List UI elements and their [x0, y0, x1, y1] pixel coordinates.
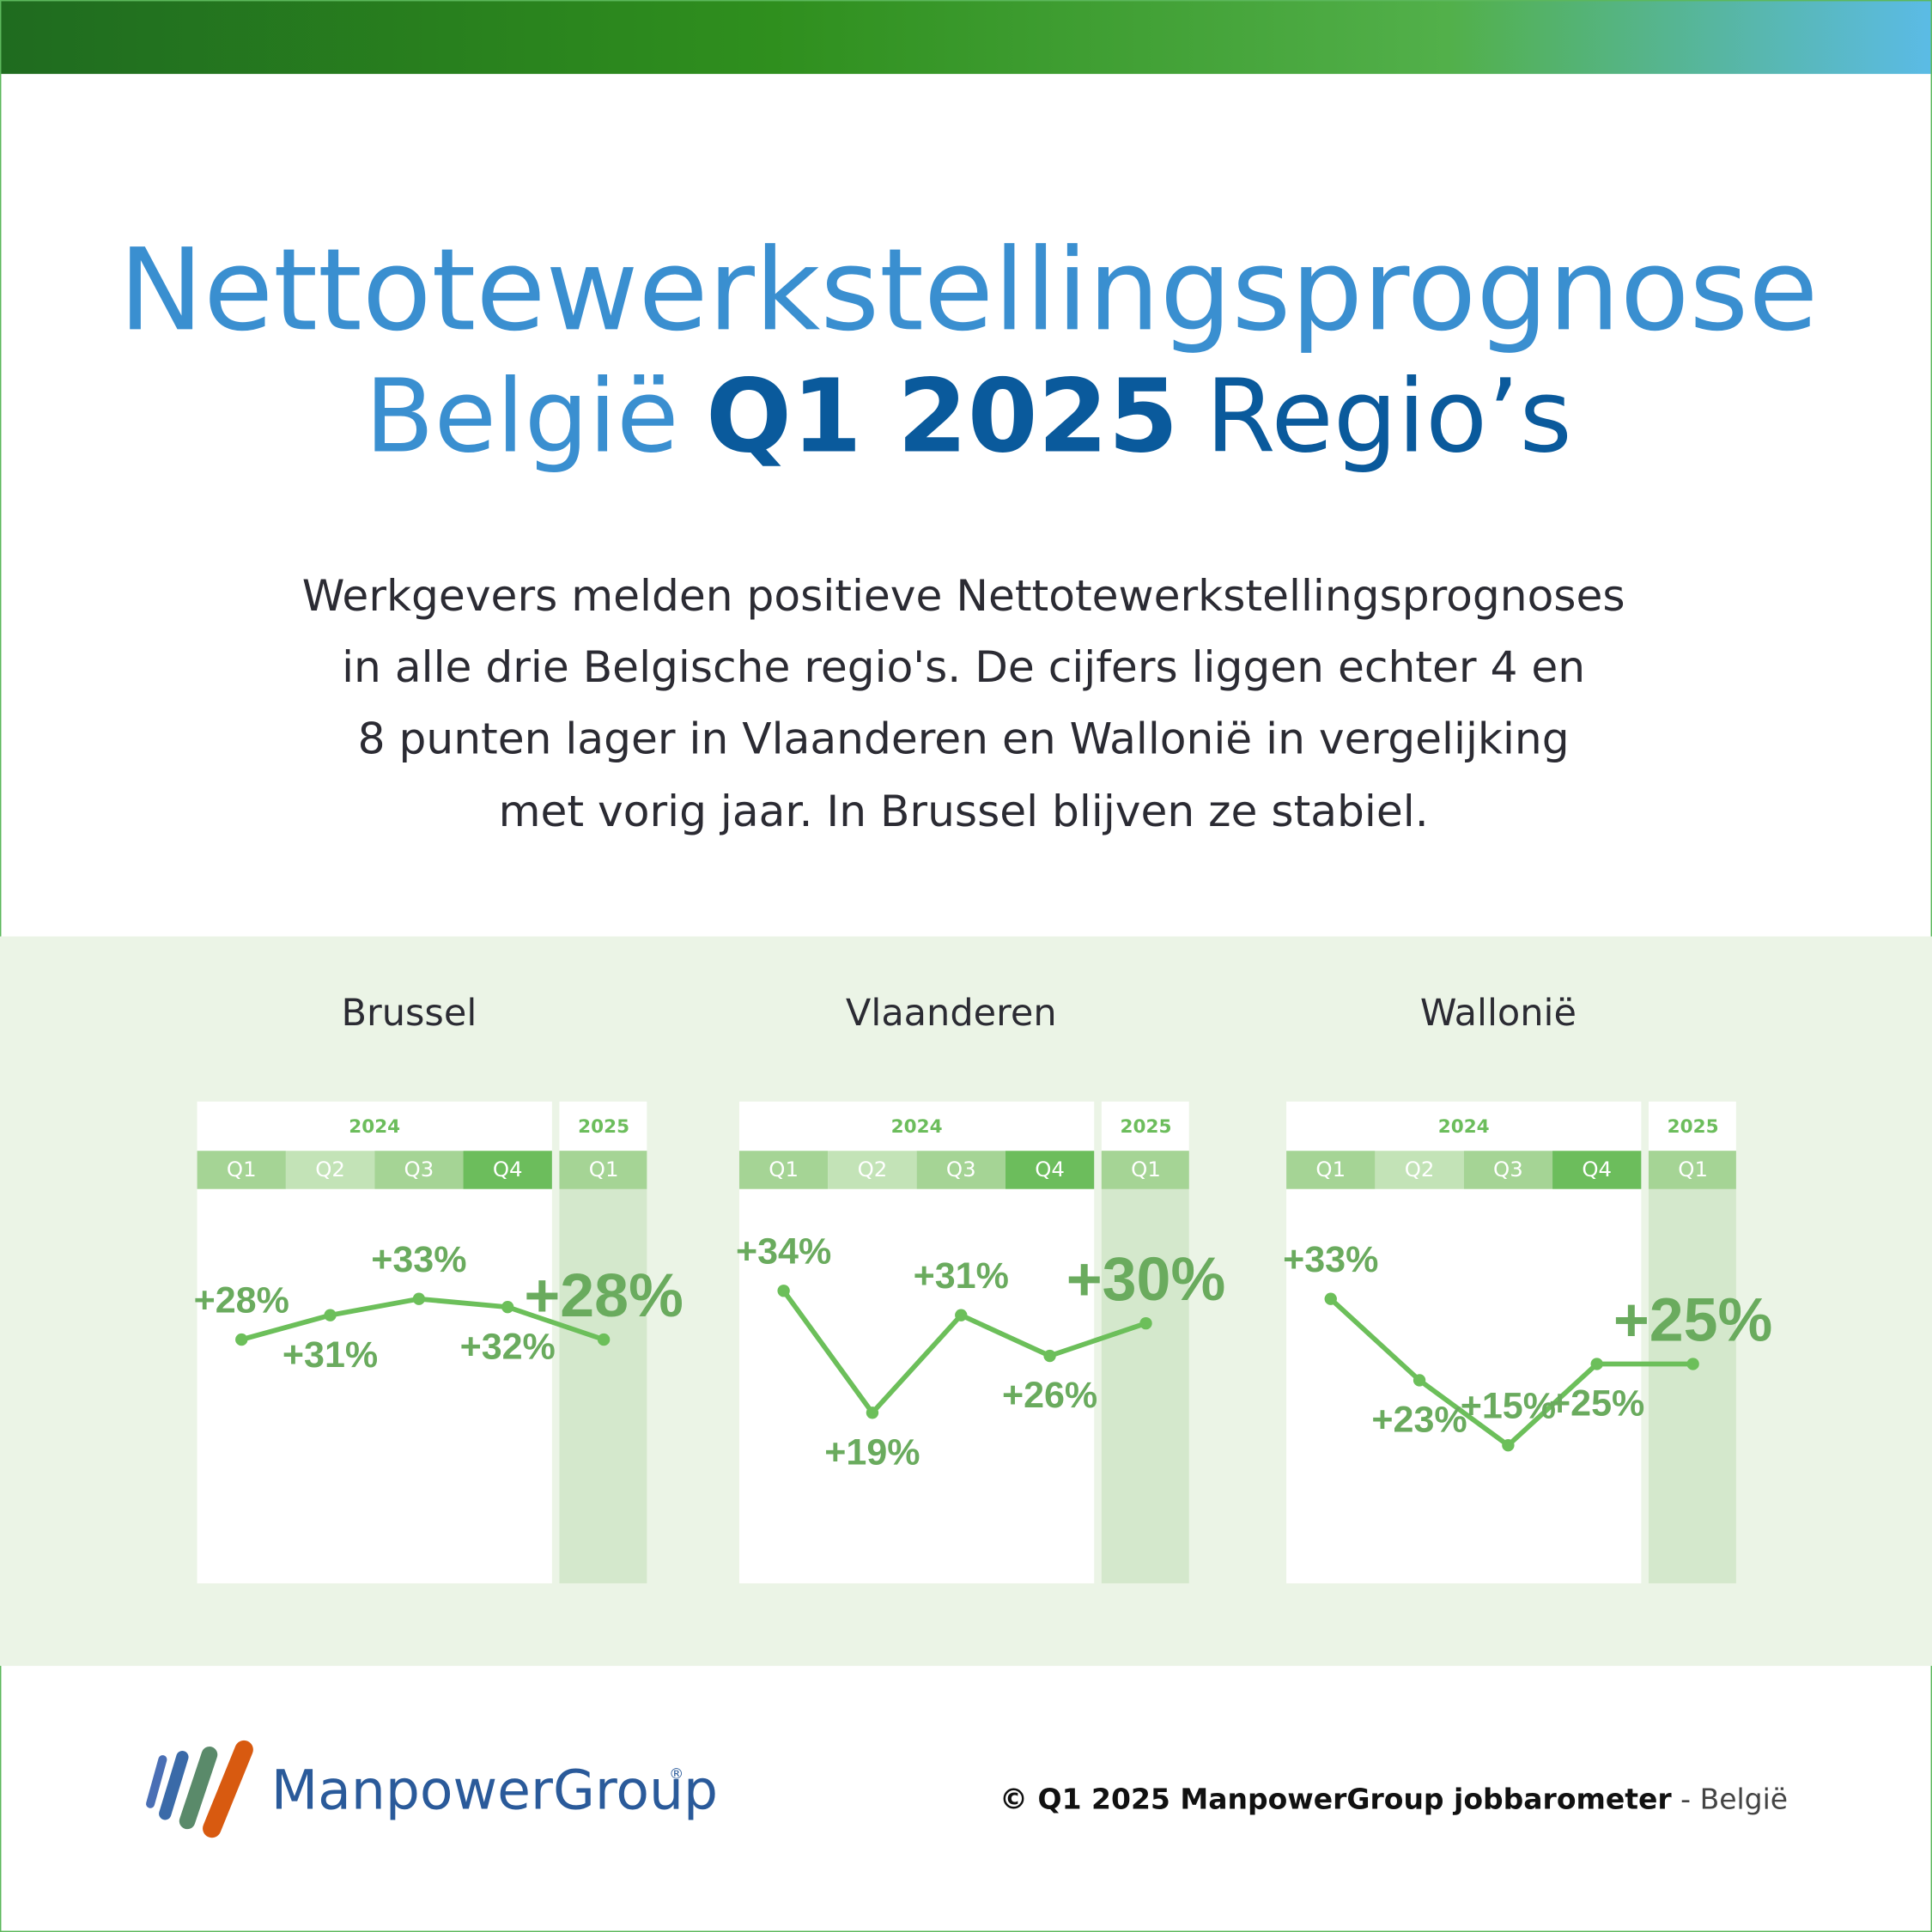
data-label: +15%	[1461, 1386, 1556, 1427]
point	[777, 1285, 790, 1297]
top-band	[0, 0, 1932, 75]
description-line: Werkgevers melden positieve Nettotewerks…	[302, 570, 1625, 621]
point	[1502, 1439, 1515, 1452]
quarter-cell	[1101, 1151, 1189, 1189]
point	[866, 1406, 879, 1419]
point	[501, 1301, 514, 1314]
point	[597, 1333, 611, 1346]
quarter-cell	[463, 1151, 552, 1189]
x-tick-label: Q1	[1131, 1157, 1161, 1182]
point	[1139, 1316, 1152, 1330]
title-part: België	[365, 358, 679, 476]
logo-mark: ®	[669, 1765, 683, 1783]
year-label: 2024	[1438, 1116, 1490, 1138]
point	[955, 1309, 968, 1321]
highlight-column	[1101, 1151, 1189, 1583]
x-tick-label: Q4	[1582, 1157, 1612, 1182]
data-label: +23%	[1371, 1400, 1467, 1441]
x-tick-label: Q1	[589, 1157, 619, 1182]
quarter-cell	[1648, 1151, 1736, 1189]
x-tick-label: Q2	[1405, 1157, 1435, 1182]
x-tick-label: Q2	[858, 1157, 888, 1182]
year-label: 2025	[578, 1116, 629, 1138]
data-label: +28%	[194, 1279, 289, 1321]
panel-2025	[1648, 1101, 1736, 1151]
point	[1590, 1358, 1603, 1370]
description-line: met vorig jaar. In Brussel blijven ze st…	[499, 786, 1429, 836]
source-text: © Q1 2025 ManpowerGroup jobbarometer	[999, 1782, 1672, 1815]
quarter-cell	[197, 1151, 286, 1189]
quarter-cell	[1552, 1151, 1642, 1189]
quarter-cell	[285, 1151, 375, 1189]
x-tick-label: Q4	[1035, 1157, 1065, 1182]
x-tick-label: Q3	[946, 1157, 976, 1182]
source: © Q1 2025 ManpowerGroup jobbarometer - B…	[999, 1782, 1788, 1815]
data-label: +31%	[283, 1334, 378, 1376]
point	[1686, 1358, 1699, 1370]
x-tick-label: Q1	[769, 1157, 799, 1182]
description-line: 8 punten lager in Vlaanderen en Wallonië…	[358, 713, 1570, 763]
quarter-cell	[1005, 1151, 1095, 1189]
data-label: +30%	[1066, 1245, 1225, 1314]
x-tick-label: Q3	[404, 1157, 434, 1182]
data-label: +33%	[371, 1239, 466, 1280]
highlight-column	[559, 1151, 647, 1583]
x-tick-label: Q3	[1493, 1157, 1523, 1182]
x-tick-label: Q1	[1678, 1157, 1708, 1182]
data-label: +25%	[1613, 1286, 1772, 1355]
title: Nettotewerkstellingsprognose	[118, 224, 1818, 356]
point	[324, 1309, 337, 1321]
data-label: +28%	[524, 1261, 683, 1330]
data-label: +32%	[460, 1326, 556, 1367]
quarter-cell	[559, 1151, 647, 1189]
x-tick-label: Q1	[227, 1157, 257, 1182]
data-label: +25%	[1549, 1383, 1644, 1425]
year-label: 2024	[891, 1116, 943, 1138]
description-line: in alle drie Belgische regio's. De cijfe…	[342, 641, 1585, 692]
data-label: +31%	[914, 1255, 1009, 1297]
year-label: 2024	[349, 1116, 400, 1138]
logo-icon	[146, 1740, 253, 1838]
quarter-cell	[916, 1151, 1005, 1189]
panel-2025	[559, 1101, 647, 1151]
source-suffix: - België	[1672, 1782, 1788, 1815]
quarter-cell	[1463, 1151, 1553, 1189]
data-label: +33%	[1283, 1239, 1378, 1280]
chart-title: Wallonië	[1420, 992, 1577, 1035]
quarter-cell	[374, 1151, 464, 1189]
data-label: +34%	[736, 1231, 831, 1273]
x-tick-label: Q4	[493, 1157, 523, 1182]
title-part: Q1 2025	[706, 358, 1178, 476]
title-part: Regio’s	[1206, 358, 1572, 476]
quarter-cell	[1286, 1151, 1376, 1189]
title-line2: België Q1 2025 Regio’s	[365, 358, 1572, 476]
logo-text: ManpowerGroup	[271, 1758, 718, 1821]
panel-2025	[1101, 1101, 1189, 1151]
quarter-cell	[1375, 1151, 1464, 1189]
chart-title: Brussel	[342, 992, 477, 1035]
data-label: +19%	[824, 1431, 920, 1473]
x-tick-label: Q2	[315, 1157, 345, 1182]
point	[1043, 1349, 1056, 1363]
point	[235, 1333, 248, 1346]
quarter-cell	[738, 1151, 829, 1189]
x-tick-label: Q1	[1315, 1157, 1346, 1182]
point	[412, 1292, 426, 1305]
year-label: 2025	[1121, 1116, 1172, 1138]
point	[1413, 1374, 1426, 1387]
year-label: 2025	[1668, 1116, 1719, 1138]
point	[1324, 1292, 1337, 1305]
data-label: +26%	[1002, 1375, 1097, 1416]
quarter-cell	[828, 1151, 917, 1189]
chart-title: Vlaanderen	[846, 992, 1057, 1035]
